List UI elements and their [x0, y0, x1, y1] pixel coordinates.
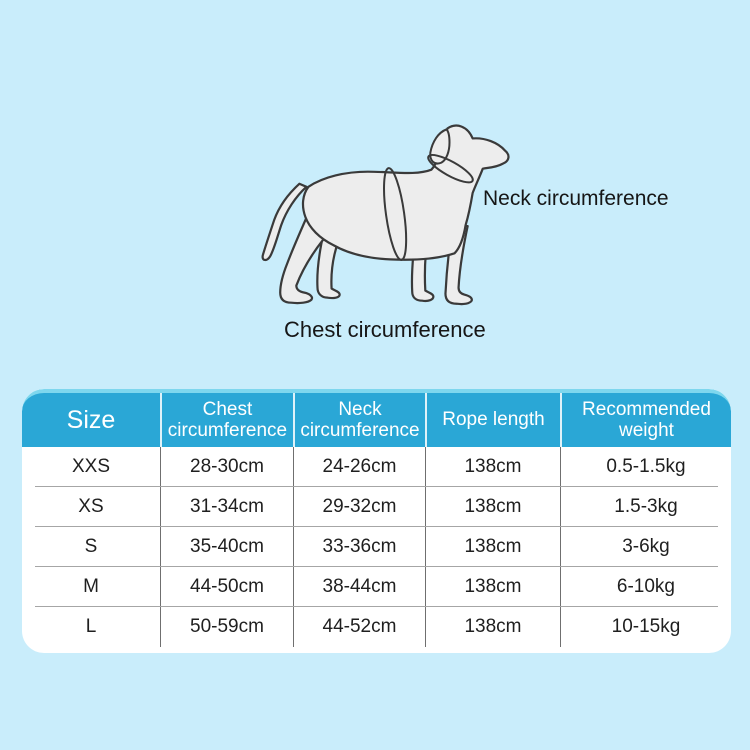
column-header-rope: Rope length	[424, 393, 560, 447]
cell-weight: 1.5-3kg	[559, 487, 731, 527]
cell-size: S	[84, 536, 98, 557]
cell-chest: 35-40cm	[159, 527, 293, 567]
table-row-m: M 44-50cm 38-44cm 138cm 6-10kg	[22, 567, 731, 607]
neck-measure-ring	[427, 153, 474, 184]
column-header-weight: Recommended weight	[559, 393, 731, 447]
cell-rope: 138cm	[424, 487, 560, 527]
cell-size: XXS	[71, 456, 110, 477]
size-table-body: XXS 28-30cm 24-26cm 138cm 0.5-1.5kg XS 3…	[22, 447, 731, 647]
dog-hind-leg	[279, 209, 325, 305]
cell-chest: 44-50cm	[159, 567, 293, 607]
table-row-s: S 35-40cm 33-36cm 138cm 3-6kg	[22, 527, 731, 567]
cell-size: L	[85, 616, 97, 637]
column-header-chest: Chest circumference	[159, 393, 293, 447]
cell-neck: 24-26cm	[292, 447, 425, 487]
cell-neck: 29-32cm	[292, 487, 425, 527]
cell-chest: 28-30cm	[159, 447, 293, 487]
cell-weight: 6-10kg	[559, 567, 731, 607]
cell-neck: 38-44cm	[292, 567, 425, 607]
cell-chest: 50-59cm	[159, 607, 293, 647]
size-table-card: Size Chest circumference Neck circumfere…	[22, 389, 731, 653]
cell-rope: 138cm	[424, 567, 560, 607]
size-table-header-row: Size Chest circumference Neck circumfere…	[22, 389, 731, 447]
dog-measurement-diagram: Neck circumference Chest circumference	[261, 124, 669, 342]
cell-weight: 10-15kg	[559, 607, 731, 647]
chest-circumference-label: Chest circumference	[284, 317, 486, 342]
neck-circumference-label: Neck circumference	[483, 187, 669, 210]
table-row-xs: XS 31-34cm 29-32cm 138cm 1.5-3kg	[22, 487, 731, 527]
dog-tail	[261, 182, 308, 262]
column-header-neck: Neck circumference	[292, 393, 425, 447]
chest-measure-ring	[383, 167, 408, 261]
table-row-xxs: XXS 28-30cm 24-26cm 138cm 0.5-1.5kg	[22, 447, 731, 487]
column-header-size: Size	[66, 406, 116, 434]
cell-size: M	[83, 576, 99, 597]
dog-far-hind-leg	[316, 232, 341, 300]
cell-neck: 33-36cm	[292, 527, 425, 567]
cell-chest: 31-34cm	[159, 487, 293, 527]
cell-rope: 138cm	[424, 447, 560, 487]
dog-body	[301, 124, 510, 261]
cell-neck: 44-52cm	[292, 607, 425, 647]
dog-illustration	[261, 124, 510, 306]
cell-weight: 3-6kg	[559, 527, 731, 567]
cell-weight: 0.5-1.5kg	[559, 447, 731, 487]
cell-rope: 138cm	[424, 607, 560, 647]
cell-rope: 138cm	[424, 527, 560, 567]
table-row-l: L 50-59cm 44-52cm 138cm 10-15kg	[22, 607, 731, 647]
cell-size: XS	[78, 496, 104, 517]
